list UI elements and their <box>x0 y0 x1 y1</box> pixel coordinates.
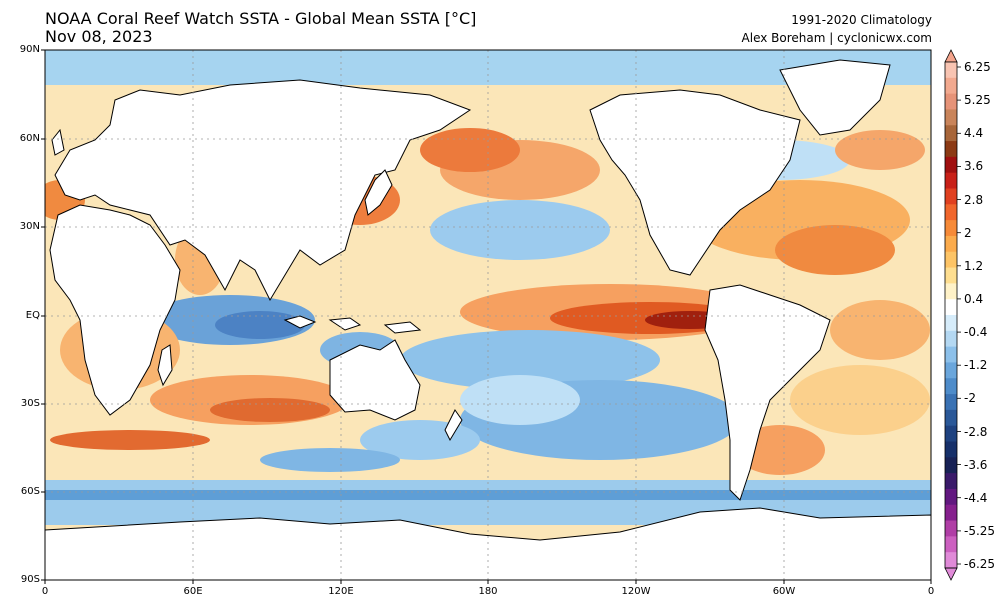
colorbar-swatch <box>945 330 957 348</box>
colorbar-swatch <box>945 109 957 126</box>
colorbar-swatch <box>945 425 957 442</box>
colorbar <box>944 49 961 581</box>
colorbar-swatch <box>945 346 957 363</box>
lat-label-eq: EQ <box>25 310 40 321</box>
colorbar-swatch <box>945 520 957 537</box>
lat-label-60n: 60N <box>19 133 40 144</box>
colorbar-swatch <box>945 204 957 221</box>
colorbar-ticks <box>957 66 961 565</box>
colorbar-swatch <box>945 394 957 411</box>
colorbar-swatch <box>945 220 957 237</box>
lon-label-180: 180 <box>478 586 498 597</box>
colorbar-label: 6.25 <box>964 60 991 74</box>
colorbar-swatch <box>945 93 957 110</box>
colorbar-swatch <box>945 315 957 332</box>
lon-label-0-east: 0 <box>927 586 935 597</box>
colorbar-label: 1.2 <box>964 258 984 273</box>
colorbar-swatch <box>945 283 957 300</box>
credit-label: Alex Boreham | cyclonicwx.com <box>741 31 932 45</box>
colorbar-swatch <box>945 235 957 253</box>
colorbar-swatch <box>945 552 957 569</box>
colorbar-swatch <box>945 299 957 316</box>
colorbar-swatch <box>945 188 957 205</box>
colorbar-swatch <box>945 362 957 379</box>
colorbar-frame <box>944 61 958 569</box>
colorbar-swatch <box>945 536 957 553</box>
colorbar-swatch <box>945 251 957 268</box>
colorbar-label: -2.8 <box>964 424 988 439</box>
colorbar-swatch <box>945 172 957 189</box>
colorbar-swatch <box>945 141 957 158</box>
colorbar-label: -6.25 <box>964 557 996 571</box>
colorbar-label: 0.4 <box>964 291 984 306</box>
axis-ticks <box>41 49 932 584</box>
colorbar-swatch <box>945 457 957 474</box>
colorbar-label: -0.4 <box>964 325 988 340</box>
colorbar-label: -5.25 <box>964 523 996 538</box>
colorbar-label: 2.8 <box>964 192 984 207</box>
colorbar-arrow-top <box>944 49 958 63</box>
colorbar-swatch <box>945 156 957 174</box>
colorbar-swatches <box>945 62 957 569</box>
colorbar-label: -3.6 <box>964 457 988 472</box>
colorbar-swatch <box>945 378 957 395</box>
colorbar-label: -2 <box>964 391 976 406</box>
colorbar-swatch <box>945 267 957 284</box>
continents <box>49 59 891 501</box>
colorbar-label: 3.6 <box>964 159 984 174</box>
colorbar-label: 2 <box>964 225 972 240</box>
lat-label-30n: 30N <box>19 221 40 232</box>
lat-label-90n: 90N <box>19 44 40 55</box>
colorbar-swatch <box>945 62 957 79</box>
lat-label-60s: 60S <box>20 486 40 497</box>
lon-label-120e: 120E <box>328 586 354 597</box>
climatology-label: 1991-2020 Climatology <box>791 13 932 27</box>
map-title: NOAA Coral Reef Watch SSTA - Global Mean… <box>45 9 477 28</box>
colorbar-swatch <box>945 441 957 458</box>
colorbar-swatch <box>945 504 957 521</box>
colorbar-label: -4.4 <box>964 490 988 505</box>
lon-label-0: 0 <box>41 586 49 597</box>
colorbar-arrow-bottom <box>944 567 958 581</box>
lat-label-90s: 90S <box>20 574 40 585</box>
lon-label-60e: 60E <box>183 586 203 597</box>
map-date: Nov 08, 2023 <box>45 27 153 46</box>
lon-label-120w: 120W <box>621 586 651 597</box>
colorbar-swatch <box>945 473 957 490</box>
colorbar-label: 5.25 <box>964 93 991 108</box>
graticule <box>45 50 931 580</box>
lon-label-60w: 60W <box>772 586 796 597</box>
colorbar-label: -1.2 <box>964 358 988 373</box>
arctic-cool-band <box>45 50 931 85</box>
colorbar-swatch <box>945 125 957 142</box>
lat-label-30s: 30S <box>20 398 40 409</box>
colorbar-swatch <box>945 488 957 506</box>
colorbar-label: 4.4 <box>964 126 984 141</box>
colorbar-swatch <box>945 409 957 427</box>
colorbar-swatch <box>945 77 957 95</box>
